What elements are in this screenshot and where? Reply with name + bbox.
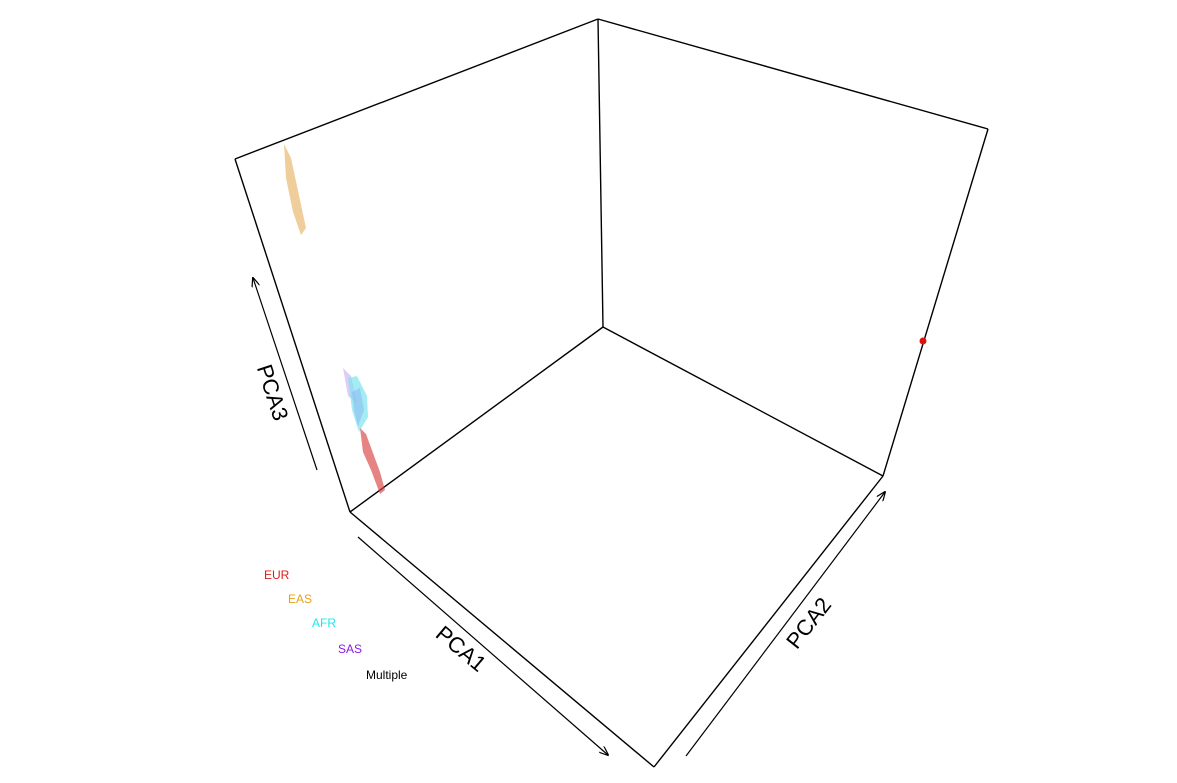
box-edge xyxy=(234,18,599,160)
cluster-eas xyxy=(284,144,306,235)
legend-item-eas: EAS xyxy=(288,592,312,606)
pca1-axis-label: PCA1 xyxy=(431,621,491,677)
legend-item-multiple: Multiple xyxy=(366,668,408,682)
legend-item-sas: SAS xyxy=(338,642,362,656)
axis-arrows xyxy=(253,278,885,756)
legend: EUR EAS AFR SAS Multiple xyxy=(264,568,408,682)
box-edge xyxy=(653,475,884,768)
outlier-point-eur xyxy=(919,337,927,345)
bounding-box xyxy=(234,18,989,768)
box-edge xyxy=(234,158,351,513)
cluster-afr-inner xyxy=(352,388,364,426)
data-clusters xyxy=(284,144,927,494)
box-edge xyxy=(602,326,884,477)
legend-item-eur: EUR xyxy=(264,568,290,582)
box-edge xyxy=(597,18,989,130)
pca2-axis-arrow xyxy=(685,492,885,757)
pca3-axis-arrow xyxy=(253,278,318,471)
box-edge xyxy=(349,511,655,768)
pca3-axis-label: PCA3 xyxy=(252,361,294,423)
cluster-eur xyxy=(360,428,385,494)
box-edge xyxy=(349,326,604,513)
pca1-axis-arrow xyxy=(357,536,608,755)
legend-item-afr: AFR xyxy=(312,616,336,630)
box-edge xyxy=(882,128,989,477)
pca2-axis-label: PCA2 xyxy=(781,593,836,654)
box-edge xyxy=(597,18,604,328)
